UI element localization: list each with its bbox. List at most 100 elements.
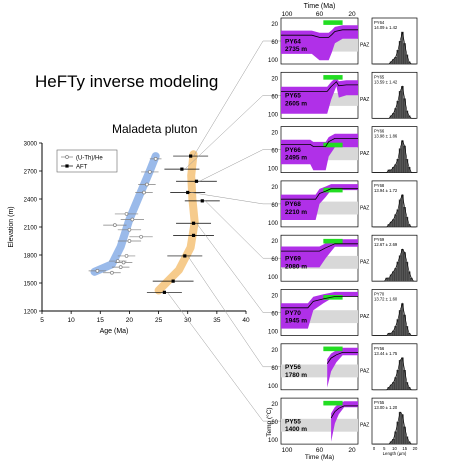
- length-tick: 20: [413, 446, 418, 451]
- paz-band: [281, 418, 358, 432]
- sample-label: PY68: [285, 201, 301, 208]
- histogram-bar: [401, 249, 404, 282]
- paz-label: PAZ: [360, 151, 369, 157]
- histogram-bar: [405, 326, 409, 336]
- uthhe-point: [95, 269, 100, 273]
- y-tick-label: 2100: [24, 226, 38, 232]
- y-tick-label: 3000: [24, 142, 38, 148]
- histogram-fit-curve: [373, 411, 416, 445]
- good-fit-envelope: [281, 291, 358, 329]
- x-axis-label: Age (Ma): [100, 328, 129, 335]
- histogram-bar: [398, 411, 402, 445]
- histogram-sample-id: PY68: [374, 183, 385, 188]
- sample-elevation: 2605 m: [285, 100, 307, 107]
- temp-tick-label: 100: [268, 221, 279, 227]
- acceptable-fit-patch: [323, 142, 343, 148]
- sample-label: PY55: [285, 418, 301, 425]
- time-tick-bottom: 100: [282, 447, 293, 454]
- temp-tick-label: 60: [271, 149, 278, 155]
- aft-point: [200, 199, 204, 203]
- uthhe-point: [113, 223, 117, 227]
- good-fit-envelope: [281, 184, 358, 220]
- time-tick-bottom: 20: [348, 447, 356, 454]
- histogram-bar: [387, 277, 391, 282]
- good-fit-envelope: [281, 25, 358, 61]
- uthhe-point: [139, 234, 143, 239]
- x-tick-label: 10: [68, 317, 76, 324]
- temp-tick-label: 20: [271, 239, 278, 245]
- histogram-bar: [405, 54, 409, 65]
- elevation-chart-title: Maladeta pluton: [112, 122, 197, 136]
- y-tick-label: 1500: [24, 282, 38, 288]
- sample-elevation: 2210 m: [285, 209, 307, 216]
- histogram-fit-curve: [373, 85, 416, 119]
- temp-tick-label: 60: [271, 203, 278, 209]
- aft-point: [194, 179, 199, 183]
- time-axis-title-bottom: Time (Ma): [305, 454, 334, 461]
- histogram-mean-length: 12.67 ± 2.69: [374, 242, 398, 247]
- paz-label: PAZ: [360, 260, 369, 266]
- uthhe-point: [118, 265, 123, 269]
- aft-point: [183, 254, 187, 258]
- histogram-sample-id: PY55: [374, 400, 385, 405]
- histogram-mean-length: 14.09 ± 1.42: [374, 25, 398, 30]
- connector-line: [167, 292, 264, 422]
- best-fit-path: [330, 405, 358, 419]
- histogram-mean-length: 13.00 ± 1.20: [374, 405, 398, 410]
- length-tick: 15: [402, 446, 407, 451]
- histogram-sample-id: PY66: [374, 129, 385, 134]
- histogram-bar: [394, 268, 397, 282]
- uthhe-point: [124, 254, 129, 258]
- time-tick-bottom: 60: [316, 447, 324, 454]
- connector-line: [205, 200, 264, 259]
- aft-point: [180, 167, 184, 171]
- time-tick-top: 100: [282, 11, 293, 18]
- sample-label: PY64: [285, 38, 301, 45]
- paz-label: PAZ: [360, 314, 369, 320]
- aft-point: [162, 290, 166, 294]
- acceptable-fit-patch: [323, 187, 343, 193]
- uthhe-point: [127, 239, 132, 243]
- acceptable-fit-patch: [323, 238, 343, 244]
- best-fit-path: [326, 352, 358, 364]
- legend-marker-uthhe: [65, 155, 69, 159]
- connector-line: [196, 223, 264, 313]
- best-fit-path: [281, 29, 358, 38]
- good-fit-envelope: [281, 239, 358, 268]
- figure-heading: HeFTy inverse modeling: [35, 72, 218, 91]
- aft-point: [171, 279, 175, 283]
- aft-point: [189, 154, 193, 158]
- acceptable-fit-patch: [323, 20, 343, 25]
- sample-label: PY56: [285, 364, 301, 371]
- temp-axis-label: Temp (°C): [265, 407, 273, 436]
- uthhe-point: [121, 260, 126, 265]
- length-tick: 10: [392, 446, 397, 451]
- histogram-bar: [389, 169, 393, 173]
- acceptable-fit-patch: [323, 400, 343, 406]
- sample-connector-lines: [167, 40, 281, 422]
- acceptable-fit-patch: [323, 295, 343, 300]
- y-tick-label: 2400: [24, 198, 38, 204]
- uthhe-point: [110, 270, 114, 275]
- x-tick-label: 30: [184, 317, 192, 324]
- histogram-fit-curve: [373, 31, 416, 65]
- connector-line: [184, 95, 264, 170]
- histogram-fit-curve: [373, 302, 416, 336]
- temp-tick-label: 20: [271, 294, 278, 300]
- temp-tick-label: 60: [271, 94, 278, 100]
- histogram-bar: [401, 140, 404, 173]
- paz-label: PAZ: [360, 368, 369, 374]
- histogram-fit-curve: [373, 248, 416, 282]
- temp-tick-label: 20: [271, 131, 278, 137]
- aft-point: [191, 221, 196, 225]
- time-tick-top: 20: [348, 11, 356, 18]
- x-tick-label: 15: [97, 317, 105, 324]
- histogram-mean-length: 13.98 ± 1.86: [374, 134, 398, 139]
- temp-tick-label: 60: [271, 257, 278, 263]
